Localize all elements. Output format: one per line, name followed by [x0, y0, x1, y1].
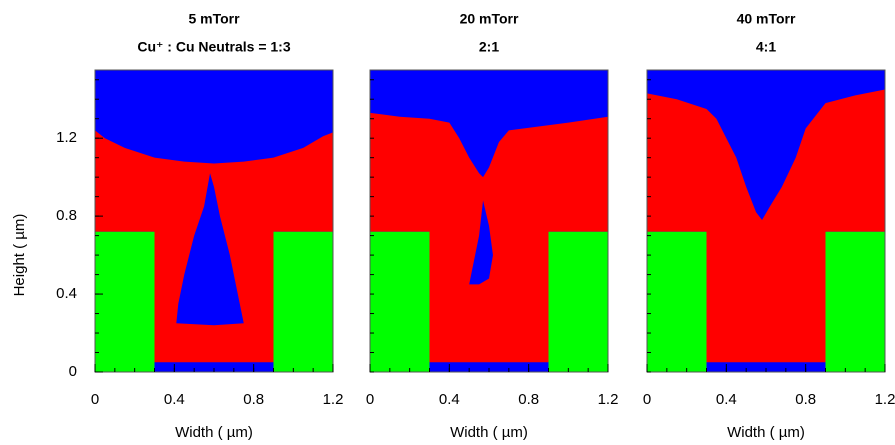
x-tick-label: 1.2: [323, 391, 344, 408]
region: [825, 231, 885, 372]
x-tick-label: 0.8: [795, 391, 816, 408]
x-tick-label: 0: [91, 391, 99, 408]
x-tick-label: 0.8: [518, 391, 539, 408]
x-tick-label: 1.2: [598, 391, 619, 408]
x-axis-label: Width ( µm): [727, 424, 805, 441]
panel-title: 40 mTorr: [737, 11, 796, 27]
panel-title: 20 mTorr: [460, 11, 519, 27]
x-tick-label: 0.4: [164, 391, 185, 408]
region: [548, 231, 608, 372]
x-tick-label: 0: [366, 391, 374, 408]
region: [273, 231, 333, 372]
y-tick-label: 0.8: [56, 207, 77, 224]
region: [647, 231, 707, 372]
x-tick-label: 1.2: [875, 391, 895, 408]
y-tick-label: 0.4: [56, 285, 77, 302]
panel-subtitle: Cu⁺ : Cu Neutrals = 1:3: [137, 39, 290, 55]
x-axis-label: Width ( µm): [175, 424, 253, 441]
x-tick-label: 0.4: [439, 391, 460, 408]
y-axis-label: Height ( µm): [11, 214, 28, 297]
y-tick-label: 1.2: [56, 129, 77, 146]
region: [176, 173, 244, 326]
panel-title: 5 mTorr: [188, 11, 240, 27]
region: [469, 200, 493, 285]
region: [95, 231, 155, 372]
x-tick-label: 0.8: [243, 391, 264, 408]
x-axis-label: Width ( µm): [450, 424, 528, 441]
region: [370, 231, 430, 372]
x-tick-label: 0.4: [716, 391, 737, 408]
panel-subtitle: 4:1: [756, 39, 776, 55]
y-tick-label: 0: [69, 363, 77, 380]
x-tick-label: 0: [643, 391, 651, 408]
panel-subtitle: 2:1: [479, 39, 499, 55]
